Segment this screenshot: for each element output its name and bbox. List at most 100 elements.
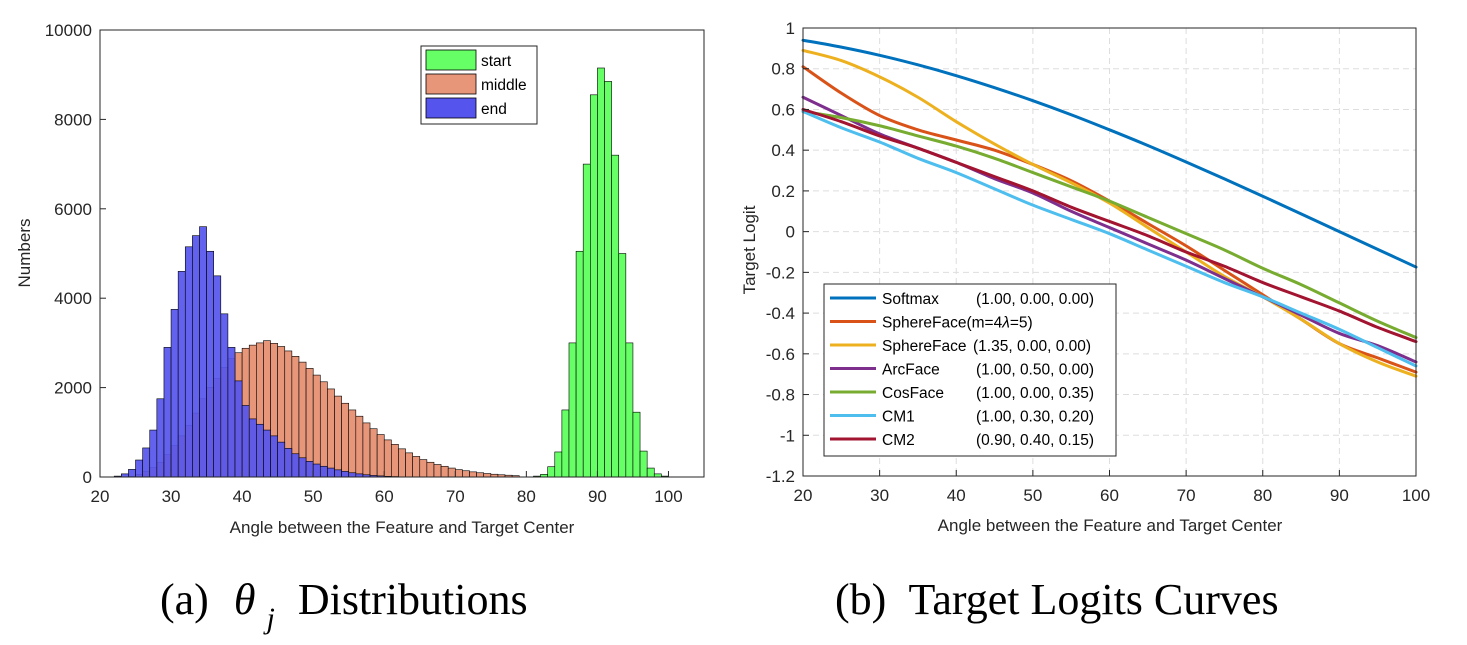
bar-middle-49 [305,368,314,478]
bar-end-43 [263,429,271,478]
legend-name-0: Softmax [882,291,939,308]
logit-y-tick-label: 0.2 [771,182,795,201]
bar-start-92 [611,154,620,478]
bar-middle-60 [383,439,392,478]
bar-end-48 [298,457,307,478]
logit-x-tick-label: 70 [1177,486,1196,505]
legend-name-2: SphereFace [882,338,966,355]
legend-params-5: (1.00, 0.30, 0.20) [976,409,1094,426]
bar-middle-57 [362,422,371,478]
logit-y-tick-label: -0.4 [766,304,795,323]
logit-x-tick-label: 40 [947,486,966,505]
bar-end-28 [156,398,165,478]
bar-middle-65 [419,459,428,478]
legend-name-6: CM2 [882,432,915,449]
legend-swatch-end [425,97,477,119]
bar-end-41 [248,418,257,478]
bar-middle-62 [398,448,406,478]
legend-lambda-symbol: λ [1001,315,1010,332]
logit-axes [802,27,1417,477]
bar-middle-56 [355,415,364,478]
bar-middle-55 [348,409,357,478]
histogram-x-tick-label: 20 [91,487,110,506]
histogram-x-tick-label: 50 [304,487,323,506]
legend-label-6: CM2 [882,432,915,449]
bar-end-52 [327,467,335,478]
bar-middle-70 [454,469,463,478]
logit-x-axis-label: Angle between the Feature and Target Cen… [938,516,1283,535]
logit-tick-labels: 20 30 40 50 60 70 80 90 100 -1.2 -1 -0.8 -0.6 -0.4 -0.… [766,19,1430,505]
bar-end-49 [305,461,314,478]
bar-middle-67 [433,464,442,478]
logit-y-tick-label: 0 [786,223,795,242]
legend-swatch-start [425,49,477,71]
histogram-panel: 20 30 40 50 60 70 80 90 100 0 2000 4000 6000 8000 1000… [15,21,705,635]
histogram-y-tick-label: 6000 [54,200,92,219]
bar-end-27 [149,429,158,478]
bar-end-34 [199,226,207,478]
bar-end-26 [142,447,151,478]
line-cosface-4 [801,109,1418,340]
bar-end-50 [312,463,321,478]
legend-name-3: ArcFace [882,362,940,379]
histogram-axes [99,29,705,478]
histogram-y-axis-label: Numbers [15,219,34,288]
bar-start-95 [632,411,641,478]
bar-start-88 [582,163,591,478]
legend-params-4: (1.00, 0.00, 0.35) [976,385,1094,402]
legend-name-5: CM1 [882,409,915,426]
bar-middle-74 [483,473,492,478]
histogram-x-tick-label: 70 [446,487,465,506]
logit-y-tick-label: 0.6 [771,100,795,119]
bar-end-42 [256,423,264,478]
logit-y-tick-label: 0.4 [771,141,795,160]
histogram-y-tick-label: 4000 [54,289,92,308]
histogram-y-tick-label: 10000 [45,21,92,40]
bar-middle-54 [341,402,350,478]
legend-label-1: SphereFace(m=4λ=5) [882,315,1033,332]
logit-x-tick-label: 90 [1330,486,1349,505]
legend-label-0: Softmax [882,291,939,308]
logit-x-tick-label: 80 [1253,486,1272,505]
bar-end-45 [277,441,286,478]
bar-middle-51 [319,381,328,478]
bar-end-25 [135,459,143,478]
bar-end-29 [163,347,172,478]
histogram-caption-text: Distributions [298,575,528,624]
bar-middle-69 [447,467,456,478]
bar-start-83 [547,466,556,478]
bar-end-44 [270,435,278,478]
bar-middle-73 [476,472,485,478]
legend-name-1: SphereFace(m=4 [882,315,1003,332]
logit-x-tick-label: 100 [1402,486,1430,505]
histogram-tick-labels: 20 30 40 50 60 70 80 90 100 0 2000 4000 6000 8000 1000… [45,21,683,506]
bar-end-53 [334,469,342,478]
bar-start-87 [575,250,584,478]
logit-y-tick-label: -1.2 [766,467,795,486]
bar-end-40 [241,405,250,478]
histogram-y-tick-label: 0 [83,468,92,487]
bar-middle-59 [376,434,385,478]
bar-end-47 [291,453,300,478]
bar-start-86 [568,342,577,478]
legend-label-end: end [481,101,507,118]
bar-end-32 [184,246,193,478]
histogram-x-axis-label: Angle between the Feature and Target Cen… [230,518,575,537]
histogram-caption-subscript: j [262,602,274,635]
legend-label-middle: middle [481,77,527,94]
bar-middle-64 [412,456,421,478]
logit-y-tick-label: -0.6 [766,345,795,364]
bar-start-84 [554,451,563,478]
histogram-caption-prefix: (a) [160,575,209,624]
bar-end-39 [234,380,243,478]
histogram-x-tick-label: 90 [588,487,607,506]
bar-middle-52 [327,388,335,478]
logit-y-axis-label: Target Logit [740,205,759,294]
histogram-x-tick-label: 40 [233,487,252,506]
bar-middle-66 [426,461,435,478]
logit-x-tick-label: 30 [870,486,889,505]
logit-y-tick-label: -1 [780,426,795,445]
legend-params-6: (0.90, 0.40, 0.15) [976,432,1094,449]
logit-curves-panel: 20 30 40 50 60 70 80 90 100 -1.2 -1 -0.8 -0.6 -0.4 -0.… [740,19,1430,624]
